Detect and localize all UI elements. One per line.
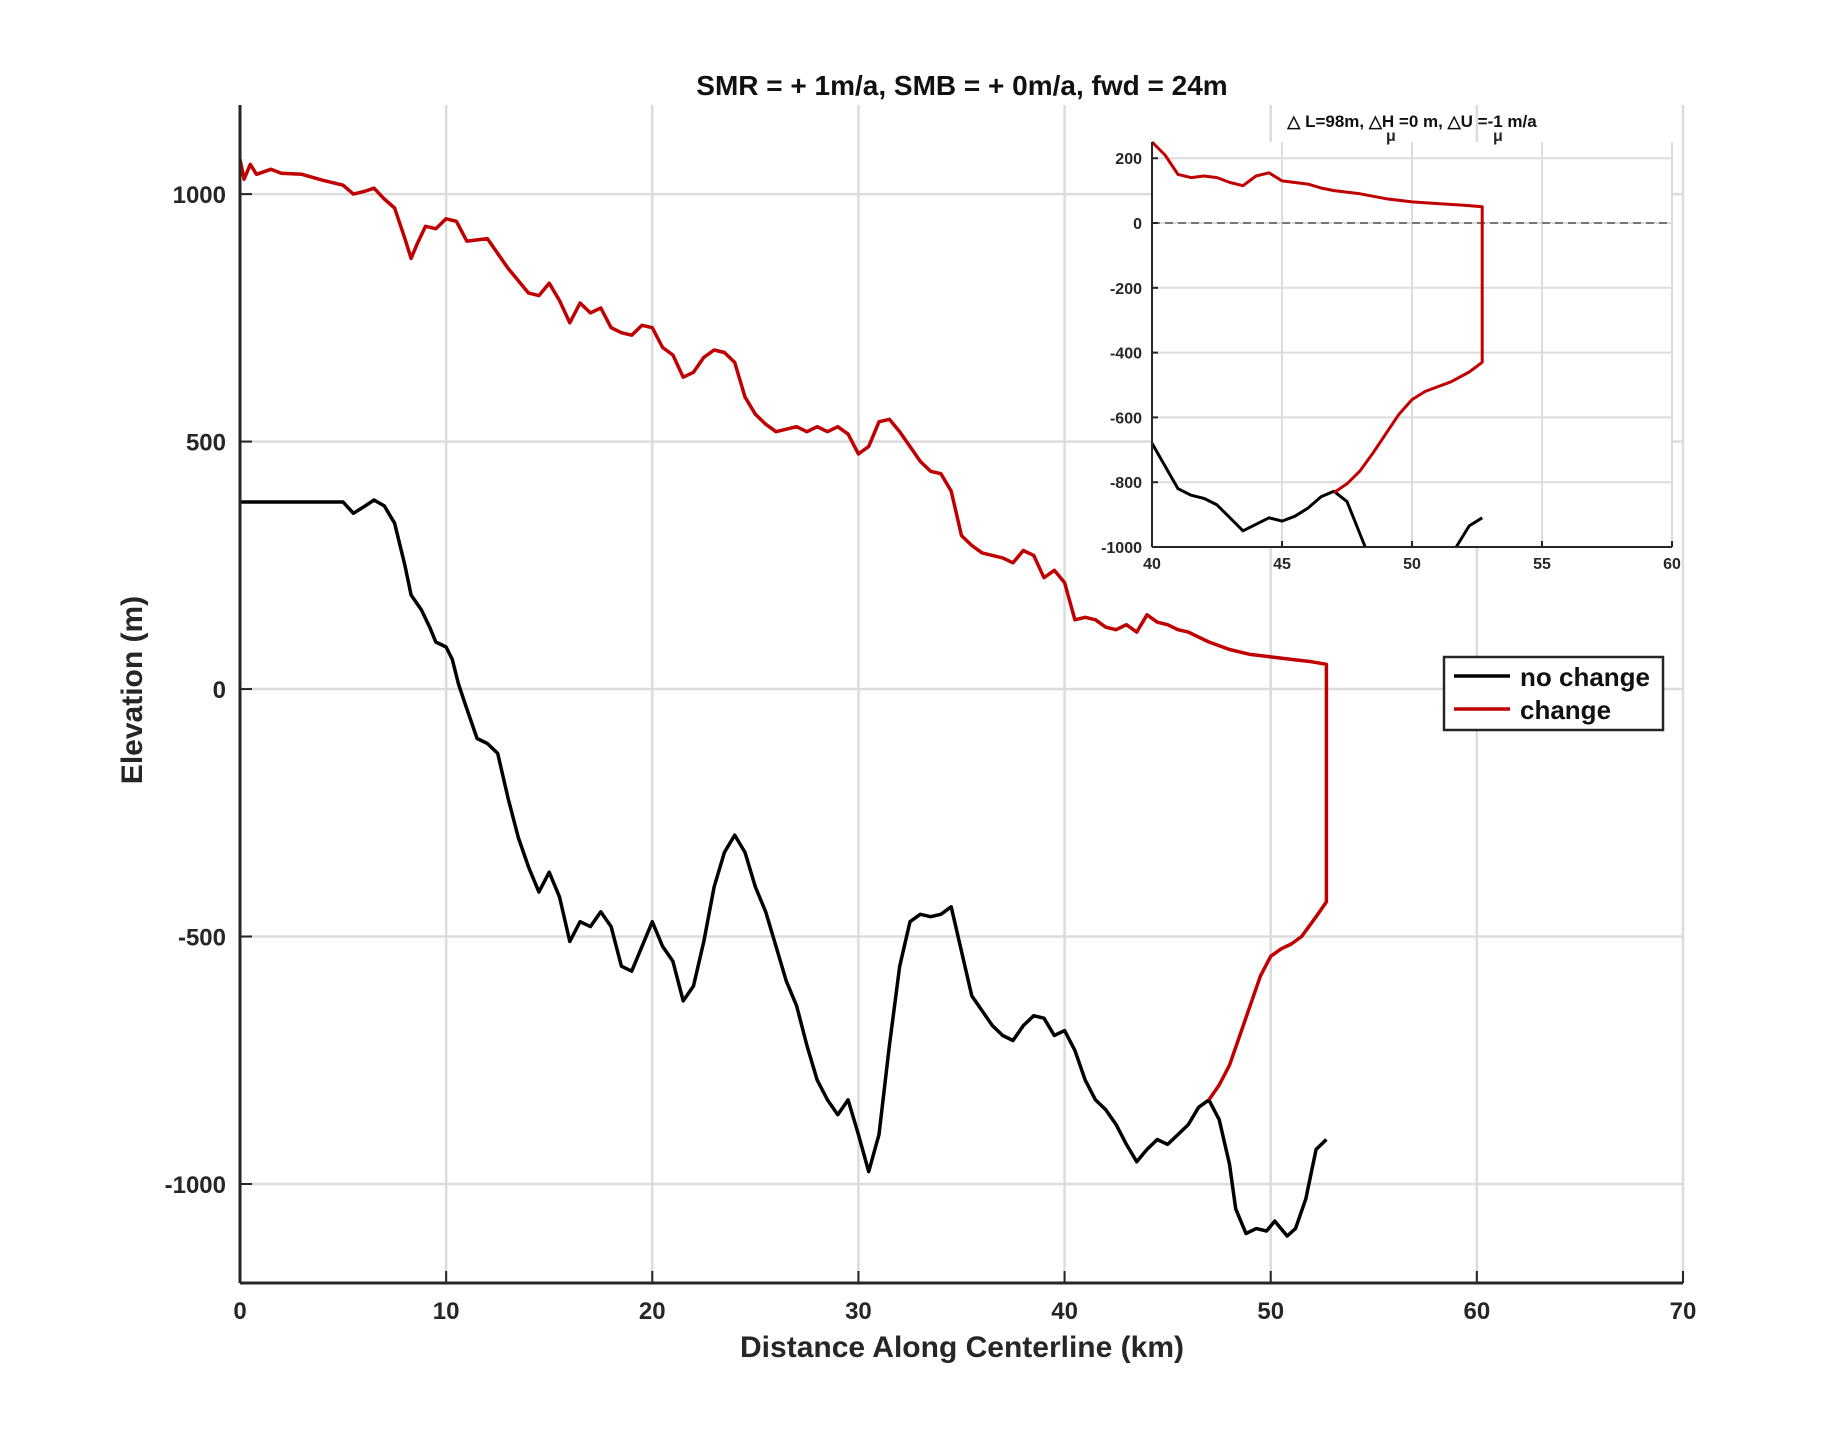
- x-axis-label: Distance Along Centerline (km): [740, 1331, 1184, 1364]
- y-tick-label: 0: [1133, 216, 1142, 233]
- main-series: [238, 159, 1329, 1238]
- inset-title-subscript: μ: [1386, 128, 1396, 145]
- y-tick-label: -1000: [1101, 540, 1142, 557]
- y-tick-label: -600: [1110, 410, 1142, 427]
- inset-series: [1150, 140, 1484, 548]
- series-line-segment: [1454, 516, 1483, 548]
- x-tick-label: 10: [433, 1298, 460, 1325]
- inset-title: △ L=98m, △H =0 m, △U =-1 m/a: [1286, 112, 1537, 131]
- y-tick-label: 0: [213, 677, 226, 704]
- x-tick-label: 70: [1670, 1298, 1697, 1325]
- x-tick-label: 50: [1257, 1298, 1284, 1325]
- series-line-no-change: [240, 498, 1328, 1238]
- y-tick-label: -500: [178, 925, 226, 952]
- legend: no change change: [1442, 655, 1665, 732]
- legend-label-change: change: [1520, 695, 1611, 725]
- series-line-change: [1150, 140, 1484, 494]
- x-tick-label: 30: [845, 1298, 872, 1325]
- y-tick-label: 500: [186, 430, 226, 457]
- series-line-no-change: [1150, 442, 1367, 548]
- legend-label-no-change: no change: [1520, 662, 1650, 692]
- inset-title-subscript: μ: [1493, 128, 1503, 145]
- x-tick-label: 50: [1403, 556, 1421, 573]
- x-tick-label: 45: [1273, 556, 1291, 573]
- y-tick-label: -400: [1110, 346, 1142, 363]
- inset-axes: 40 45 50 55 60 -1000 -800 -600 -400 -200 0 200: [1101, 140, 1681, 573]
- series-line-change: [238, 159, 1329, 1101]
- x-tick-label: 20: [639, 1298, 666, 1325]
- x-tick-label: 60: [1663, 556, 1681, 573]
- x-tick-label: 60: [1464, 1298, 1491, 1325]
- y-tick-label: -800: [1110, 475, 1142, 492]
- x-tick-label: 40: [1051, 1298, 1078, 1325]
- legend-box: [1442, 655, 1665, 732]
- x-tick-label: 55: [1533, 556, 1551, 573]
- x-tick-label: 0: [233, 1298, 246, 1325]
- x-tick-label: 40: [1143, 556, 1161, 573]
- main-title: SMR = + 1m/a, SMB = + 0m/a, fwd = 24m: [696, 70, 1227, 101]
- y-tick-label: -200: [1110, 281, 1142, 298]
- y-axis-label: Elevation (m): [116, 596, 149, 784]
- y-tick-label: 200: [1115, 151, 1142, 168]
- y-tick-label: 1000: [173, 182, 226, 209]
- inset-grid: [1151, 142, 1673, 548]
- y-tick-label: -1000: [165, 1172, 226, 1199]
